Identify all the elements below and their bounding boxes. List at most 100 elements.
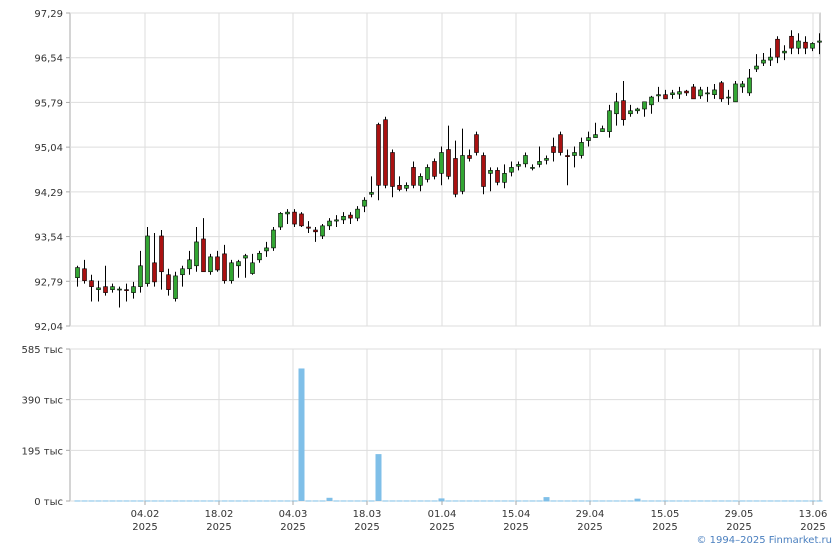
- volume-bar: [193, 500, 200, 502]
- candle-body-up: [656, 94, 661, 97]
- volume-bar: [207, 500, 214, 502]
- candle-body-up: [544, 158, 549, 161]
- price-tick-label: 94,29: [34, 188, 63, 199]
- price-tick-label: 92,79: [34, 277, 63, 288]
- candle-body-up: [138, 265, 143, 287]
- volume-bar: [242, 500, 249, 502]
- volume-bar: [431, 500, 438, 502]
- date-tick-day: 15.04: [502, 509, 531, 520]
- candle: [460, 128, 465, 195]
- candle-body-up: [180, 268, 185, 276]
- candle: [761, 52, 766, 67]
- date-tick-day: 29.05: [725, 509, 754, 520]
- candle: [257, 250, 262, 263]
- candle: [691, 83, 696, 100]
- candle: [194, 227, 199, 272]
- candle: [467, 149, 472, 162]
- candle-body-up: [733, 83, 738, 103]
- candle: [334, 215, 339, 228]
- price-tick-label: 97,29: [34, 9, 63, 20]
- volume-bar: [529, 500, 536, 502]
- volume-bar: [445, 500, 452, 502]
- candle-body-down: [474, 134, 479, 153]
- candle-body-up: [593, 134, 598, 138]
- volume-bar: [165, 500, 172, 502]
- candle: [586, 131, 591, 147]
- date-tick-day: 18.03: [353, 509, 382, 520]
- volume-bar: [809, 500, 816, 502]
- candle: [278, 212, 283, 231]
- candle-body-up: [355, 208, 360, 219]
- candle: [180, 265, 185, 287]
- candle-body-up: [243, 255, 248, 259]
- copyright-link[interactable]: © 1994–2025 Finmarket.ru: [696, 535, 832, 546]
- volume-tick-label: 390 тыс: [22, 396, 63, 407]
- candle: [222, 244, 227, 284]
- candle: [306, 221, 311, 233]
- volume-bar: [669, 500, 676, 502]
- volume-bar: [725, 500, 732, 502]
- volume-bar: [732, 500, 739, 502]
- volume-grid: [70, 348, 820, 502]
- candle-body-up: [278, 213, 283, 228]
- volume-bar: [522, 500, 529, 502]
- candle-body-down: [481, 155, 486, 187]
- candle: [383, 116, 388, 189]
- volume-bar: [424, 500, 431, 502]
- volume-bar: [172, 500, 179, 502]
- candle-body-up: [768, 56, 773, 61]
- candle: [593, 122, 598, 138]
- volume-bar: [137, 500, 144, 502]
- candle-body-up: [327, 220, 332, 227]
- volume-bar: [333, 500, 340, 502]
- candle: [369, 176, 374, 198]
- candle-body-up: [614, 101, 619, 115]
- candle: [341, 212, 346, 225]
- candle: [117, 286, 122, 308]
- volume-bar: [368, 500, 375, 502]
- candle-body-up: [425, 167, 430, 180]
- candle-body-up: [537, 161, 542, 165]
- candle-body-up: [796, 40, 801, 49]
- volume-bar: [494, 500, 501, 502]
- candle-body-up: [572, 152, 577, 156]
- volume-bar: [606, 500, 613, 502]
- candle-body-up: [404, 184, 409, 189]
- candle: [138, 250, 143, 293]
- candle: [264, 241, 269, 257]
- candle: [810, 42, 815, 52]
- volume-bar: [613, 500, 620, 502]
- candle: [817, 33, 822, 55]
- candle-body-up: [628, 110, 633, 115]
- candle-body-up: [271, 229, 276, 249]
- candle-body-up: [187, 259, 192, 270]
- price-tick-label: 95,79: [34, 98, 63, 109]
- price-axis-ticks: 92,04 92,79 93,54 94,29 95,04 95,79 96,54 97,29: [34, 9, 70, 333]
- candle: [453, 140, 458, 198]
- candle-body-down: [390, 152, 395, 187]
- volume-bar: [81, 500, 88, 502]
- volume-bar: [585, 500, 592, 502]
- date-tick-year: 2025: [800, 522, 825, 533]
- candle: [82, 259, 87, 284]
- volume-bar: [662, 500, 669, 502]
- candle: [432, 158, 437, 180]
- price-tick-label: 95,04: [34, 143, 63, 154]
- candle: [572, 146, 577, 168]
- candle-body-up: [761, 59, 766, 64]
- volume-bar: [410, 500, 417, 502]
- candle: [775, 36, 780, 64]
- candle-body-up: [523, 155, 528, 165]
- candle: [425, 164, 430, 183]
- candle-body-down: [453, 158, 458, 195]
- candle: [75, 265, 80, 287]
- candle: [558, 131, 563, 156]
- volume-bar: [312, 500, 319, 502]
- candle-body-down: [495, 170, 500, 183]
- candle-body-down: [397, 184, 402, 190]
- date-tick-day: 29.04: [576, 509, 605, 520]
- candle-body-up: [530, 167, 535, 169]
- candle: [173, 271, 178, 302]
- candle-body-down: [306, 226, 311, 229]
- candle: [733, 80, 738, 103]
